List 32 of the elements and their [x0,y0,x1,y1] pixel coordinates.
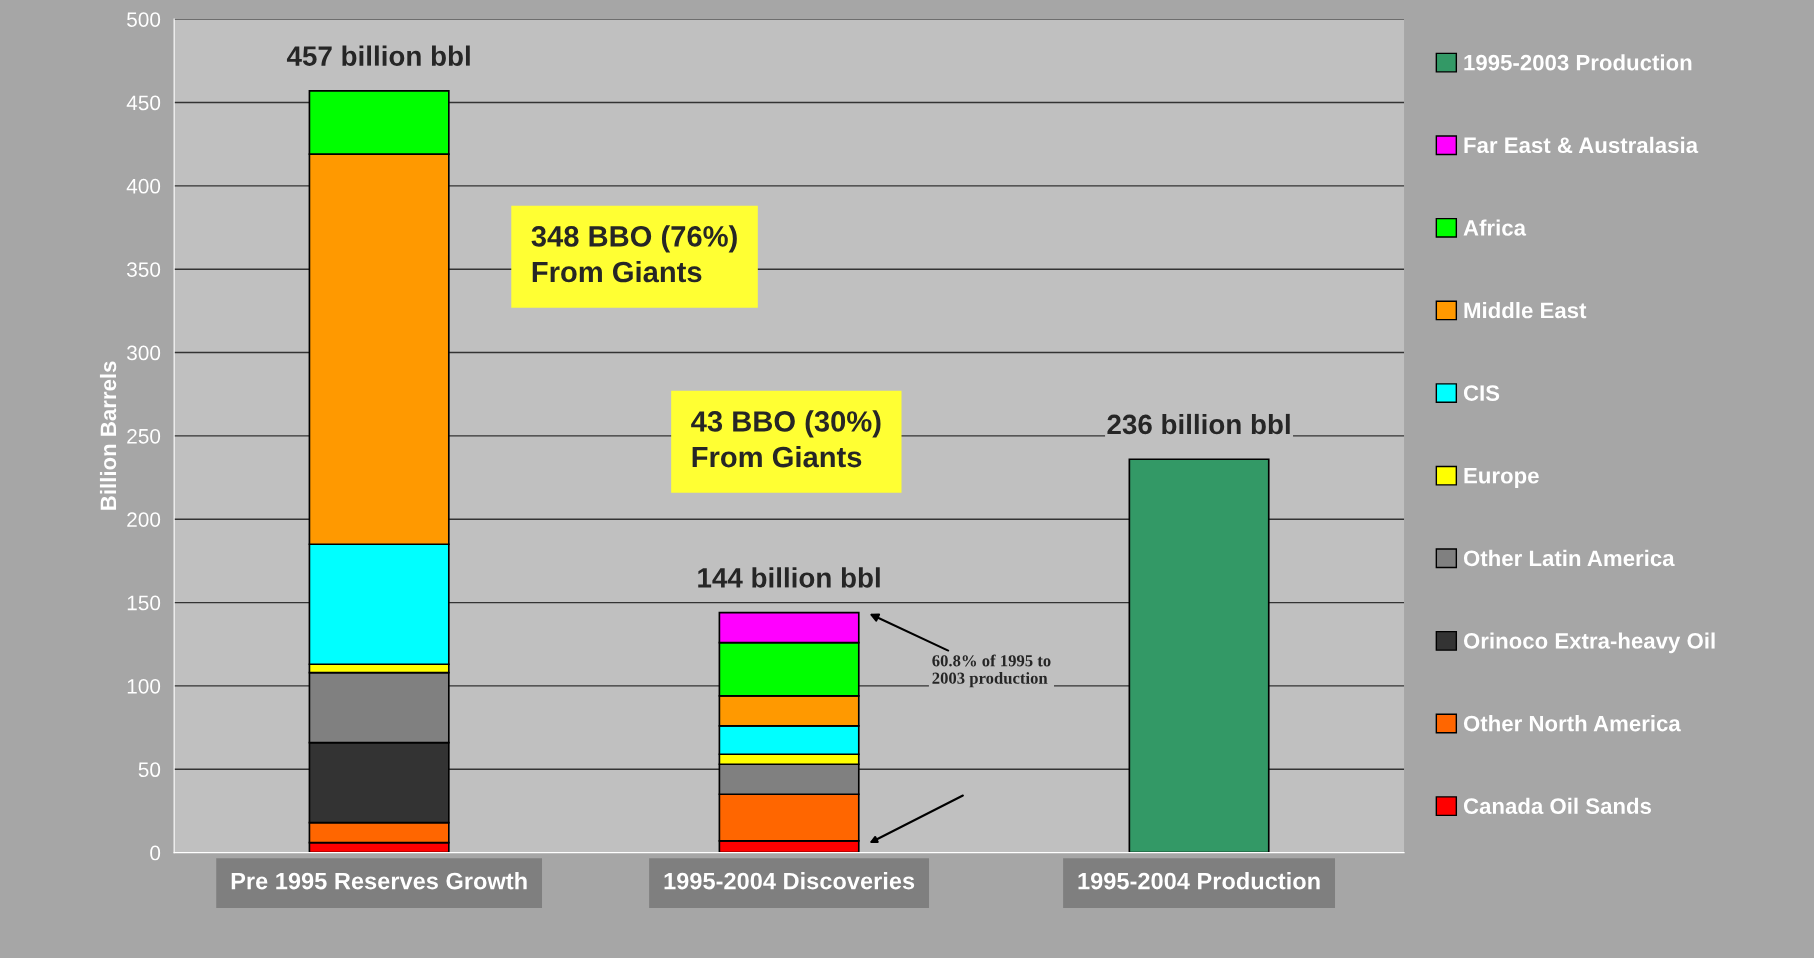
legend-label: Far East & Australasia [1464,136,1699,154]
y-tick-label: 150 [127,595,161,611]
x-tick-label: Pre 1995 Reserves Growth [231,872,527,890]
annotation: 60.8% of 1995 to 2003 production [932,654,1051,688]
y-tick-label: 100 [127,678,161,694]
y-tick-label: 400 [126,178,161,194]
legend-label: Other Latin America [1463,549,1675,567]
y-tick-label: 200 [127,512,161,527]
y-axis-title: Billion Barrels [99,361,117,510]
bar [1128,458,1270,853]
annotation: 43 BBO (30%) From Giants [691,410,881,468]
legend-label: 1995-2003 Production [1464,54,1692,71]
y-tick-label: 50 [138,762,161,778]
total-label: 457 billion bbl [286,45,470,66]
x-tick-label: 1995-2004 Discoveries [664,872,915,890]
annotation: 348 BBO (76%) From Giants [531,225,737,283]
y-tick-label: 450 [126,95,161,111]
legend-label: Europe [1464,468,1539,488]
legend-label: Canada Oil Sands [1463,797,1652,814]
legend-label: Middle East [1464,302,1587,319]
y-tick-label: 0 [150,845,161,861]
x-tick-label: 1995-2004 Production [1078,872,1320,890]
y-tick-label: 250 [127,428,161,444]
total-label: 144 billion bbl [698,567,880,588]
y-tick-label: 500 [127,12,161,27]
y-tick-label: 300 [126,345,161,361]
y-tick-label: 350 [126,262,161,277]
legend-label: Africa [1463,219,1527,236]
legend-label: Other North America [1463,715,1681,732]
legend-label: CIS [1463,385,1500,401]
total-label: 236 billion bbl [1107,413,1290,435]
legend-label: Orinoco Extra-heavy Oil [1463,632,1715,654]
